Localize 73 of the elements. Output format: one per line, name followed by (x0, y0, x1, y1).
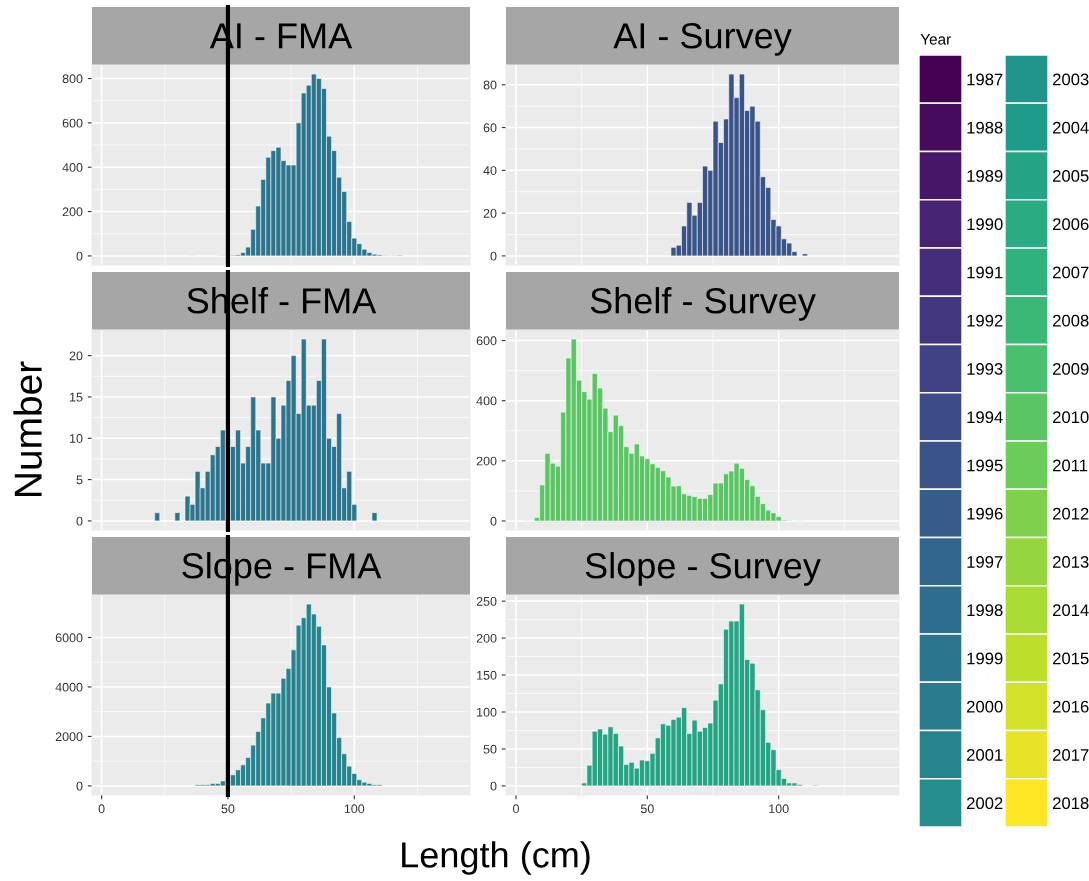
y-tick-label: 15 (70, 392, 83, 402)
y-tick-label: 2009 (1053, 363, 1089, 375)
y-tick-label: 800 (62, 74, 83, 84)
y-tick-label: 600 (62, 118, 83, 128)
chart-title: AI - Survey (613, 23, 792, 56)
y-tick-label: 20 (483, 208, 497, 218)
y-tick-label: 1993 (967, 363, 1003, 375)
y-tick-label: 0 (76, 781, 83, 791)
y-tick-label: 0 (490, 516, 497, 526)
y-tick-label: 2017 (1053, 749, 1089, 761)
x-tick-label: 100 (344, 804, 365, 814)
y-tick-label: 2014 (1053, 604, 1089, 617)
y-tick-label: 5 (76, 475, 83, 485)
x-tick-label: 50 (221, 804, 235, 814)
y-tick-label: 2013 (1053, 556, 1089, 568)
y-tick-label: 1992 (967, 314, 1003, 327)
x-tick-label: 50 (640, 804, 654, 814)
y-tick-label: 2000 (967, 700, 1003, 713)
y-tick-label: 2007 (1053, 266, 1089, 279)
y-tick-label: 200 (62, 207, 83, 217)
y-tick-label: 2015 (1053, 652, 1089, 665)
y-tick-label: 20 (69, 351, 83, 361)
y-tick-label: 1996 (967, 507, 1003, 520)
y-tick-label: 2002 (967, 797, 1003, 810)
y-tick-label: 2012 (1053, 507, 1089, 520)
y-tick-label: 1999 (967, 652, 1003, 665)
y-tick-label: 2004 (1053, 121, 1089, 134)
y-axis-title: Number (13, 361, 42, 496)
y-tick-label: 400 (62, 163, 83, 172)
x-axis-title: Length (cm) (402, 841, 590, 875)
y-tick-label: 2001 (967, 749, 1003, 761)
y-tick-label: 0 (490, 251, 497, 261)
y-tick-label: 100 (477, 707, 497, 717)
y-tick-label: 2008 (1053, 314, 1089, 327)
y-tick-label: 2016 (1053, 700, 1089, 713)
y-tick-label: 2005 (1053, 170, 1089, 182)
y-tick-label: 50 (483, 744, 497, 754)
y-tick-label: 150 (477, 670, 497, 680)
y-tick-label: 200 (476, 633, 497, 643)
y-tick-label: 1990 (967, 218, 1003, 231)
y-tick-label: 6000 (55, 633, 83, 643)
y-tick-label: 400 (476, 396, 497, 406)
legend-title: Year (920, 34, 951, 45)
y-tick-label: 200 (476, 456, 497, 466)
y-tick-label: 4000 (55, 682, 83, 692)
y-tick-label: 0 (76, 251, 83, 261)
chart-title: Slope - Survey (585, 552, 821, 586)
y-tick-label: 250 (476, 596, 497, 606)
x-tick-label: 0 (98, 804, 105, 814)
y-tick-label: 1994 (967, 411, 1003, 424)
y-tick-label: 80 (483, 80, 497, 90)
y-tick-label: 10 (70, 434, 83, 443)
y-tick-label: 1989 (967, 170, 1003, 182)
y-tick-label: 2018 (1053, 797, 1089, 810)
y-tick-label: 1988 (967, 121, 1003, 134)
x-tick-label: 100 (769, 804, 789, 814)
y-tick-label: 2010 (1053, 411, 1089, 424)
y-tick-label: 40 (483, 166, 497, 175)
y-tick-label: 0 (76, 516, 83, 526)
y-tick-label: 1991 (967, 266, 1003, 279)
y-tick-label: 1998 (967, 604, 1003, 617)
y-tick-label: 1997 (967, 556, 1003, 568)
y-tick-label: 0 (490, 781, 497, 791)
y-tick-label: 1995 (967, 459, 1003, 472)
y-tick-label: 60 (483, 123, 497, 133)
y-tick-label: 1987 (967, 73, 1003, 86)
x-tick-label: 0 (513, 804, 519, 814)
y-tick-label: 2011 (1053, 459, 1088, 472)
y-tick-label: 600 (476, 336, 497, 346)
y-tick-label: 2003 (1053, 73, 1089, 86)
y-tick-label: 2006 (1053, 218, 1089, 231)
y-tick-label: 2000 (55, 732, 83, 742)
chart-title: Shelf - Survey (590, 287, 816, 321)
